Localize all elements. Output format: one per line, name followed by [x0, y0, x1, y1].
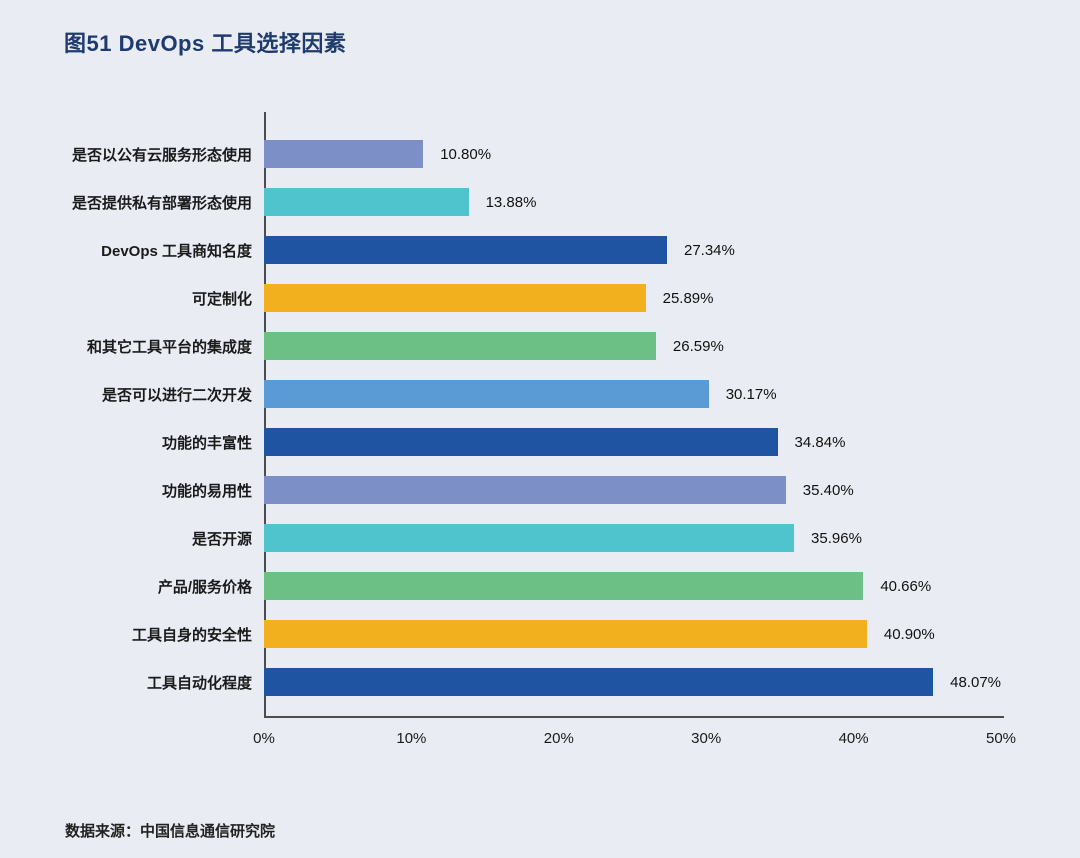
bar	[264, 428, 778, 456]
category-label: DevOps 工具商知名度	[101, 242, 252, 260]
value-label: 30.17%	[725, 385, 777, 403]
x-tick-label: 50%	[985, 730, 1017, 747]
bar-track: 26.59%	[264, 322, 1001, 370]
bar-row: 功能的易用性 35.40%	[64, 466, 1024, 514]
bar	[264, 668, 934, 696]
value-label: 34.84%	[794, 433, 846, 451]
value-label: 35.40%	[802, 481, 854, 499]
category-label: 是否开源	[191, 530, 252, 548]
plot-area: 是否以公有云服务形态使用 10.80% 是否提供私有部署形态使用 13.88% DevO…	[64, 112, 1024, 716]
bar-row: 工具自动化程度 48.07%	[64, 658, 1024, 706]
value-label: 35.96%	[811, 529, 862, 547]
bar-row: 是否提供私有部署形态使用 13.88%	[64, 178, 1024, 226]
bar-track: 40.90%	[264, 610, 1001, 658]
category-label: 工具自动化程度	[146, 674, 252, 692]
value-label: 48.07%	[950, 673, 1001, 691]
category-label: 是否提供私有部署形态使用	[71, 194, 252, 212]
bar	[264, 380, 709, 408]
value-label: 13.88%	[485, 193, 537, 211]
bar-row: 是否以公有云服务形态使用 10.80%	[64, 130, 1024, 178]
data-source-note: 数据来源：中国信息通信研究院	[65, 823, 276, 840]
value-label: 25.89%	[662, 289, 714, 307]
value-label: 26.59%	[672, 337, 724, 355]
bar	[264, 236, 667, 264]
category-label: 产品/服务价格	[157, 578, 252, 596]
category-label: 和其它工具平台的集成度	[86, 338, 252, 356]
bar-row: 工具自身的安全性 40.90%	[64, 610, 1024, 658]
bar-track: 48.07%	[264, 658, 1001, 706]
category-label: 工具自身的安全性	[131, 626, 252, 644]
bar-track: 25.89%	[264, 274, 1001, 322]
x-tick-label: 20%	[543, 730, 574, 747]
value-label: 27.34%	[683, 241, 735, 259]
x-tick-label: 0%	[253, 730, 275, 747]
value-label: 40.90%	[883, 625, 935, 643]
bar	[264, 188, 469, 216]
bar-row: 功能的丰富性 34.84%	[64, 418, 1024, 466]
category-label: 功能的丰富性	[161, 434, 252, 452]
bar-track: 30.17%	[264, 370, 1001, 418]
bar	[264, 524, 795, 552]
value-label: 10.80%	[440, 145, 492, 163]
x-tick-label: 10%	[396, 730, 427, 747]
bar-row: 是否可以进行二次开发 30.17%	[64, 370, 1024, 418]
bar	[264, 332, 656, 360]
category-label: 是否可以进行二次开发	[101, 386, 252, 404]
bar	[264, 620, 867, 648]
bar-row: 可定制化 25.89%	[64, 274, 1024, 322]
bar	[264, 476, 786, 504]
bar-row: 产品/服务价格 40.66%	[64, 562, 1024, 610]
bar	[264, 572, 864, 600]
bar-track: 40.66%	[264, 562, 1001, 610]
bar-track: 13.88%	[264, 178, 1001, 226]
category-label: 可定制化	[191, 290, 252, 308]
bar-chart: 是否以公有云服务形态使用 10.80% 是否提供私有部署形态使用 13.88% DevO…	[64, 112, 1024, 752]
x-tick-label: 30%	[691, 730, 722, 747]
bar-row: 和其它工具平台的集成度 26.59%	[64, 322, 1024, 370]
bar-track: 27.34%	[264, 226, 1001, 274]
bar-track: 35.96%	[264, 514, 1001, 562]
bar	[264, 140, 424, 168]
bar-row: 是否开源 35.96%	[64, 514, 1024, 562]
bar-row: DevOps 工具商知名度 27.34%	[64, 226, 1024, 274]
category-label: 功能的易用性	[161, 482, 252, 500]
x-axis-line	[264, 716, 1004, 718]
bar-track: 10.80%	[264, 130, 1001, 178]
page-title: 图51 DevOps 工具选择因素	[64, 31, 347, 56]
category-label: 是否以公有云服务形态使用	[71, 146, 252, 164]
bar-track: 35.40%	[264, 466, 1001, 514]
bar-track: 34.84%	[264, 418, 1001, 466]
bar	[264, 284, 646, 312]
x-axis: 0% 10% 20% 30% 40% 50%	[253, 718, 1016, 752]
x-tick-label: 40%	[838, 730, 869, 747]
value-label: 40.66%	[880, 577, 932, 595]
